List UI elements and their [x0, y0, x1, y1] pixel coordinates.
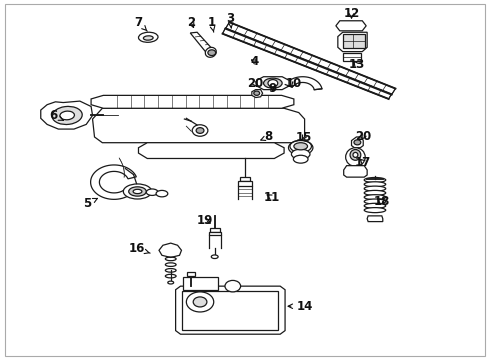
- Polygon shape: [367, 216, 383, 222]
- Text: 14: 14: [288, 300, 313, 313]
- Text: 4: 4: [251, 55, 259, 68]
- Polygon shape: [257, 77, 289, 90]
- Bar: [182, 291, 278, 330]
- Ellipse shape: [133, 189, 142, 194]
- Text: 12: 12: [343, 7, 360, 20]
- Polygon shape: [190, 32, 216, 55]
- Bar: [183, 277, 218, 291]
- Text: 1: 1: [208, 17, 216, 32]
- Text: 7: 7: [134, 16, 147, 31]
- Ellipse shape: [364, 177, 386, 183]
- Text: 9: 9: [268, 82, 276, 95]
- Ellipse shape: [264, 78, 282, 88]
- Text: 20: 20: [246, 77, 263, 90]
- Circle shape: [254, 91, 260, 95]
- Text: 2: 2: [187, 16, 196, 29]
- Circle shape: [196, 128, 204, 134]
- Ellipse shape: [52, 107, 82, 125]
- Polygon shape: [336, 21, 366, 31]
- Text: 17: 17: [355, 156, 371, 168]
- Circle shape: [186, 292, 214, 312]
- Bar: [240, 177, 250, 181]
- Ellipse shape: [60, 111, 74, 120]
- Polygon shape: [91, 165, 136, 199]
- Ellipse shape: [364, 199, 386, 204]
- Circle shape: [192, 125, 208, 136]
- Polygon shape: [343, 166, 367, 177]
- Polygon shape: [159, 243, 181, 257]
- Text: 16: 16: [128, 242, 150, 255]
- Ellipse shape: [364, 208, 386, 213]
- Polygon shape: [338, 32, 367, 51]
- Bar: [209, 231, 221, 235]
- Ellipse shape: [364, 182, 386, 187]
- Circle shape: [354, 140, 361, 145]
- Circle shape: [193, 297, 207, 307]
- Text: 20: 20: [355, 130, 371, 144]
- Ellipse shape: [294, 143, 308, 150]
- Ellipse shape: [364, 203, 386, 208]
- Ellipse shape: [364, 195, 386, 200]
- Polygon shape: [139, 143, 284, 158]
- Bar: [187, 272, 195, 276]
- Polygon shape: [222, 28, 392, 99]
- Ellipse shape: [364, 186, 386, 191]
- Polygon shape: [175, 286, 285, 334]
- Circle shape: [208, 50, 216, 55]
- Text: 15: 15: [295, 131, 312, 144]
- Ellipse shape: [168, 281, 173, 284]
- Bar: [210, 228, 220, 231]
- Circle shape: [268, 80, 278, 87]
- Ellipse shape: [294, 155, 308, 163]
- Polygon shape: [351, 137, 363, 148]
- Text: 11: 11: [263, 191, 279, 204]
- Bar: [343, 53, 361, 61]
- Ellipse shape: [350, 149, 361, 160]
- Polygon shape: [225, 22, 395, 95]
- Text: 10: 10: [286, 77, 302, 90]
- Ellipse shape: [156, 190, 168, 197]
- Text: 6: 6: [49, 109, 63, 122]
- Ellipse shape: [211, 255, 218, 258]
- Text: 5: 5: [83, 197, 98, 210]
- Text: 18: 18: [373, 195, 390, 208]
- Text: 8: 8: [261, 130, 272, 144]
- Text: 13: 13: [348, 58, 365, 71]
- Ellipse shape: [290, 140, 312, 152]
- Circle shape: [225, 280, 241, 292]
- Ellipse shape: [292, 149, 310, 159]
- Bar: [343, 35, 365, 48]
- Ellipse shape: [123, 184, 152, 199]
- Ellipse shape: [147, 189, 158, 195]
- Ellipse shape: [364, 190, 386, 195]
- Polygon shape: [91, 95, 294, 108]
- Polygon shape: [93, 108, 305, 143]
- Polygon shape: [41, 101, 93, 129]
- Bar: [238, 181, 252, 186]
- Ellipse shape: [353, 152, 358, 157]
- Text: 19: 19: [197, 214, 213, 227]
- Polygon shape: [285, 77, 322, 90]
- Ellipse shape: [345, 148, 365, 166]
- Ellipse shape: [205, 48, 216, 57]
- Ellipse shape: [144, 36, 153, 40]
- Ellipse shape: [129, 187, 147, 196]
- Text: 3: 3: [226, 12, 234, 28]
- Polygon shape: [252, 90, 263, 98]
- Ellipse shape: [139, 32, 158, 42]
